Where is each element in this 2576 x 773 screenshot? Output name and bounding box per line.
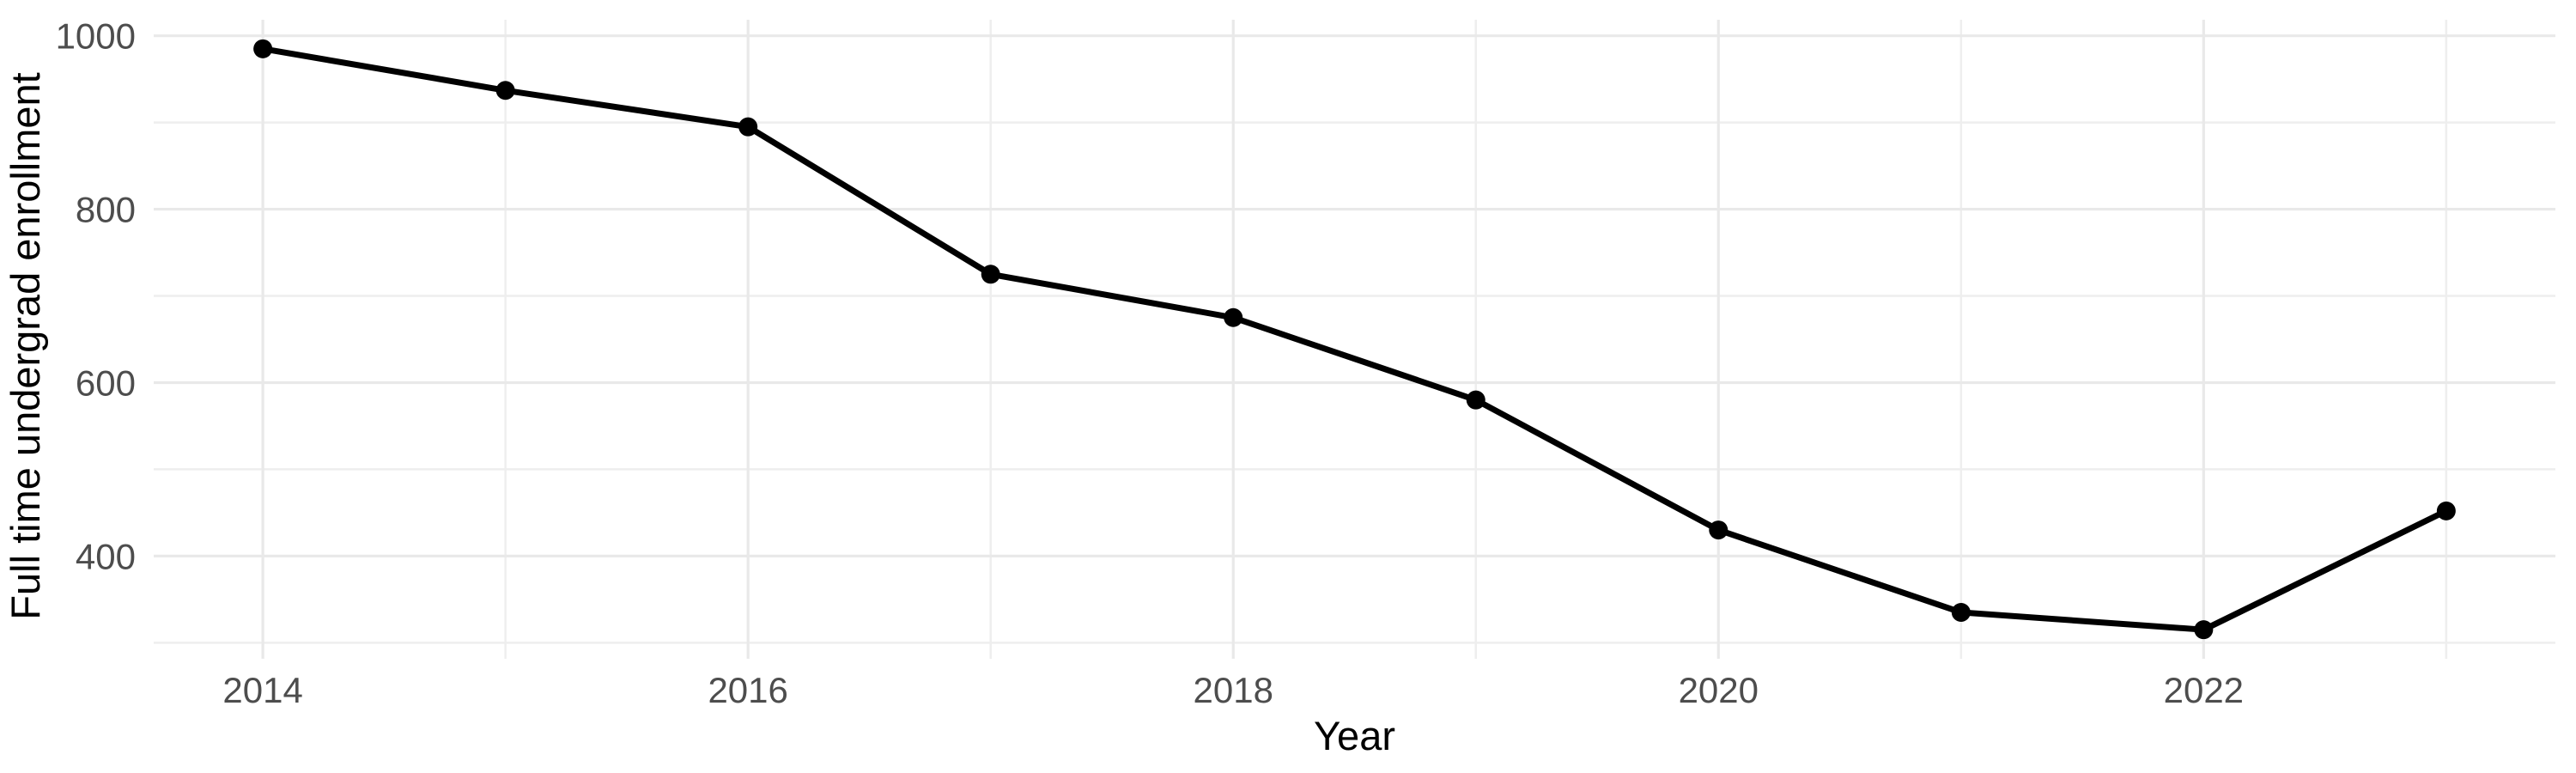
- data-line: [259, 46, 2450, 633]
- data-point: [1709, 520, 1728, 540]
- data-point: [1224, 307, 1243, 327]
- minor-gridlines: [154, 20, 2555, 659]
- x-tick-label: 2016: [708, 670, 787, 710]
- data-point: [738, 117, 758, 137]
- data-point: [253, 39, 273, 58]
- x-tick-label: 2018: [1194, 670, 1273, 710]
- enrollment-trend-line: [259, 46, 2450, 633]
- x-tick-label: 2020: [1679, 670, 1759, 710]
- data-point: [2194, 620, 2214, 640]
- x-axis-title: Year: [1314, 713, 1395, 758]
- x-tick-label: 2022: [2164, 670, 2244, 710]
- data-point: [2436, 501, 2456, 520]
- y-axis-tick-labels: 400 600 800 1000: [56, 16, 136, 577]
- major-gridlines: [154, 20, 2555, 659]
- data-points: [253, 39, 2456, 640]
- y-tick-label: 600: [76, 362, 136, 403]
- y-axis-title: Full time undergrad enrollment: [3, 72, 48, 619]
- data-point: [495, 81, 515, 100]
- x-tick-label: 2014: [222, 670, 302, 710]
- y-tick-label: 1000: [56, 16, 136, 57]
- data-point: [1466, 390, 1485, 410]
- data-point: [981, 265, 1000, 284]
- y-tick-label: 800: [76, 190, 136, 230]
- x-axis-tick-labels: 2014 2016 2018 2020 2022: [222, 670, 2244, 710]
- data-point: [1951, 602, 1971, 622]
- y-tick-label: 400: [76, 536, 136, 576]
